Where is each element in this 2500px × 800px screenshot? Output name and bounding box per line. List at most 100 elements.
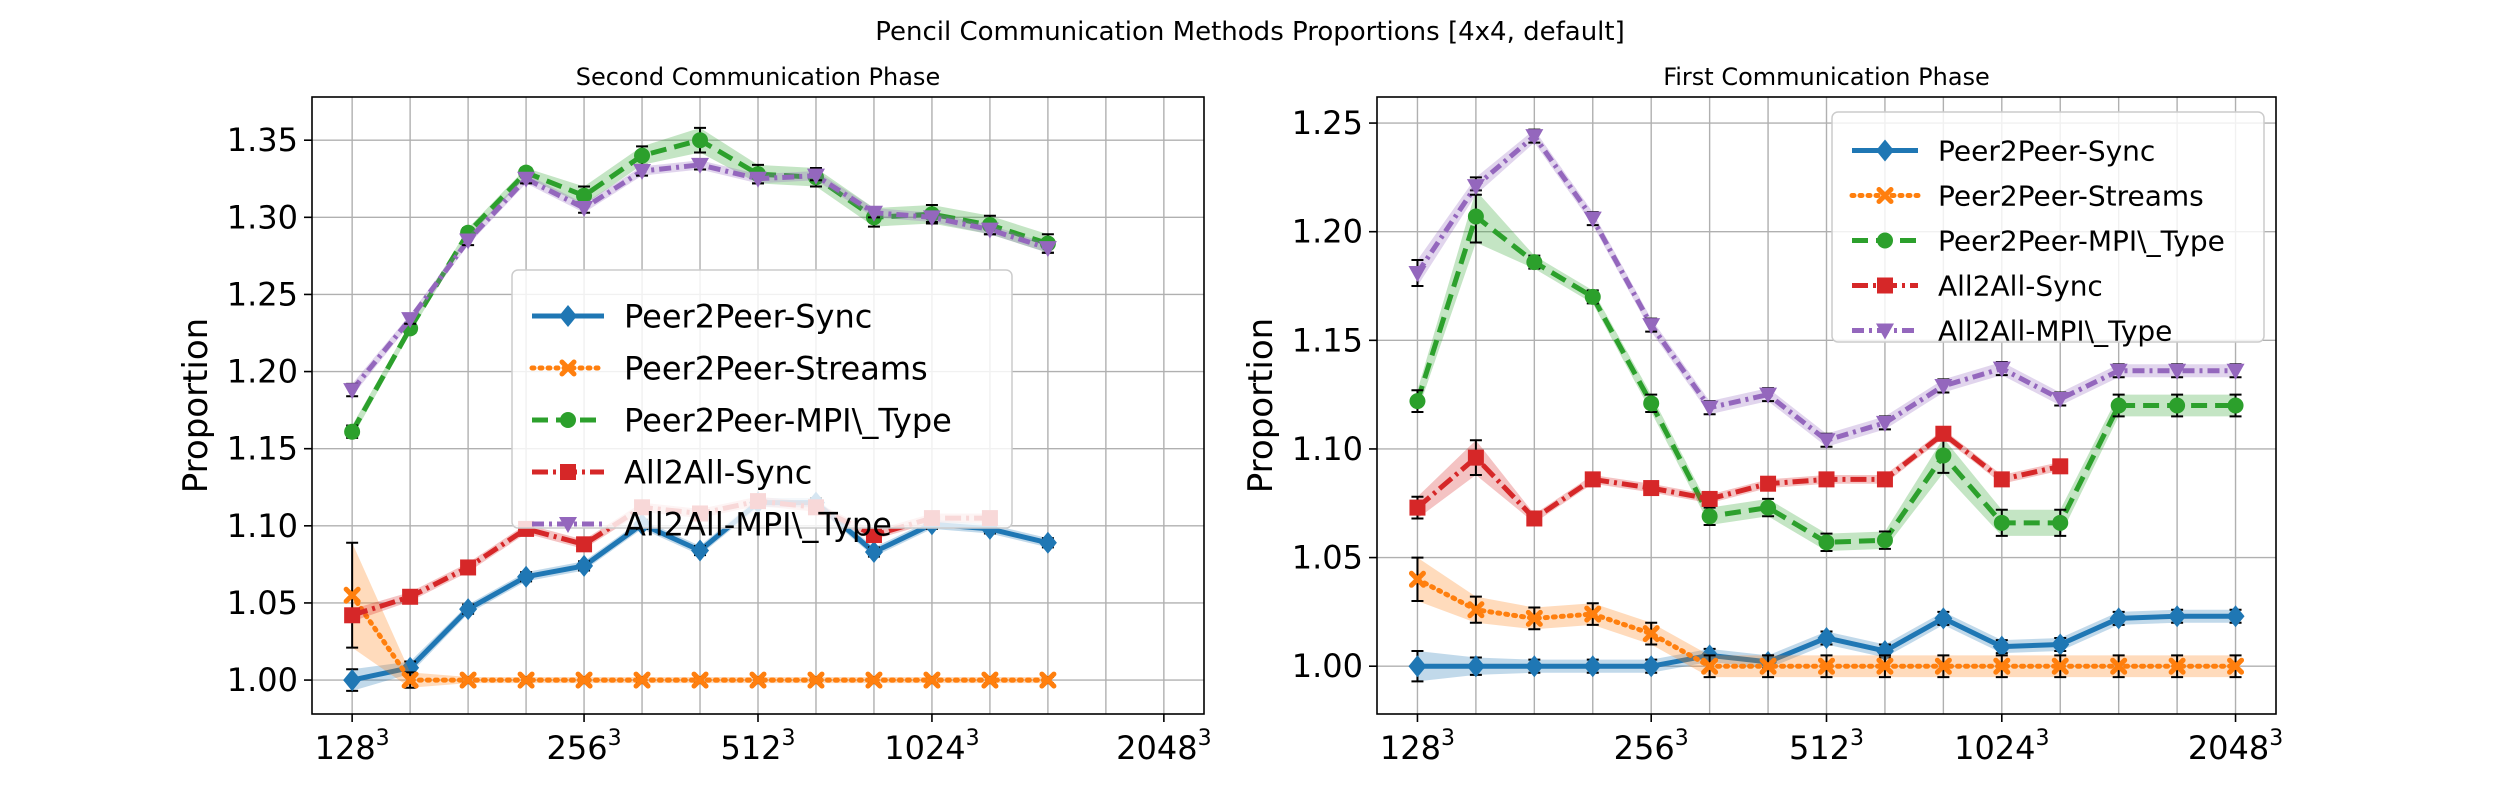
series-line — [1415, 431, 2061, 521]
data-point — [1409, 393, 1426, 410]
data-point — [1642, 655, 1661, 678]
data-point — [1643, 395, 1660, 412]
x-tick-base: 1024 — [884, 729, 965, 767]
legend-box — [511, 269, 1013, 529]
data-point — [1526, 254, 1543, 271]
x-tick-base: 256 — [1614, 729, 1675, 767]
data-point — [980, 222, 999, 239]
data-point — [1642, 625, 1660, 643]
data-point — [1467, 449, 1484, 466]
data-point — [2169, 397, 2186, 414]
data-point — [2110, 657, 2128, 675]
data-point — [1701, 657, 1719, 675]
y-tick-label: 1.25 — [227, 275, 298, 313]
data-point — [401, 671, 419, 689]
y-axis-label: Proportion — [176, 318, 216, 493]
data-point — [1993, 514, 2010, 531]
x-tick-superscript: 3 — [1441, 726, 1455, 751]
panel-title: Second Communication Phase — [576, 63, 940, 91]
data-point — [1525, 129, 1544, 146]
data-point — [1583, 211, 1602, 228]
data-point — [343, 586, 361, 604]
data-point — [1875, 415, 1894, 432]
x-tick-label: 2563 — [1614, 726, 1689, 767]
data-point — [749, 171, 767, 188]
data-point — [1466, 179, 1485, 196]
x-tick-superscript: 3 — [1198, 726, 1212, 751]
legend-label: All2All-MPI\_Type — [624, 506, 892, 544]
data-point — [1038, 531, 1057, 554]
x-tick-label: 5123 — [1789, 726, 1864, 767]
legend: Peer2Peer-Sync Peer2Peer-Streams Peer2Peer… — [1831, 111, 2265, 348]
data-point — [576, 536, 593, 553]
data-point — [2051, 657, 2069, 675]
legend-label: Peer2Peer-Streams — [624, 350, 928, 388]
x-tick-superscript: 3 — [2036, 726, 2050, 751]
panel-first-phase: First Communication Phase 1.00 1.05 1.10 1.1… — [1241, 63, 2283, 767]
confidence-band — [1417, 129, 2236, 447]
data-point — [1643, 480, 1660, 497]
data-point — [517, 565, 536, 588]
data-point — [575, 671, 593, 689]
data-point — [2051, 633, 2070, 656]
legend-label: Peer2Peer-MPI\_Type — [624, 402, 952, 440]
y-tick-label: 1.15 — [227, 430, 298, 468]
legend-swatch-marker — [560, 412, 576, 428]
data-point — [344, 423, 361, 440]
data-point — [981, 671, 999, 689]
data-point — [1467, 601, 1485, 619]
x-tick-superscript: 3 — [966, 726, 980, 751]
data-point — [1039, 671, 1057, 689]
series-all2all-mpi-type — [343, 157, 1057, 400]
data-point — [1818, 471, 1835, 488]
data-point — [459, 598, 478, 621]
x-tick-base: 128 — [315, 729, 376, 767]
x-tick-label: 10243 — [1954, 726, 2049, 767]
data-point — [923, 671, 941, 689]
data-point — [1584, 471, 1601, 488]
x-tick-label: 2563 — [547, 726, 622, 767]
legend-swatch-marker — [1876, 323, 1894, 340]
y-tick-label: 1.30 — [227, 198, 298, 236]
data-point — [1876, 471, 1893, 488]
data-point — [575, 554, 594, 577]
data-point — [864, 541, 883, 564]
data-point — [922, 210, 941, 227]
data-point — [460, 559, 477, 576]
data-point — [1642, 318, 1661, 335]
x-tick-base: 2048 — [1116, 729, 1197, 767]
data-point — [1818, 657, 1835, 675]
legend-label: All2All-MPI\_Type — [1938, 315, 2172, 348]
y-tick-label: 1.10 — [1292, 430, 1363, 468]
y-tick-label: 1.20 — [1292, 213, 1363, 251]
y-tick-label: 1.05 — [227, 584, 298, 622]
data-point — [864, 205, 883, 222]
data-point — [2168, 657, 2186, 675]
series-peer2peer-sync — [1408, 605, 2245, 683]
data-point — [1700, 400, 1719, 417]
data-point — [1584, 605, 1602, 623]
data-point — [401, 312, 420, 329]
x-tick-label: 5123 — [720, 726, 795, 767]
y-tick-label: 1.15 — [1292, 321, 1363, 359]
data-point — [1584, 288, 1601, 305]
data-point — [1875, 639, 1894, 662]
x-tick-label: 1283 — [315, 726, 390, 767]
data-point — [806, 168, 825, 185]
y-tick-label: 1.05 — [1292, 539, 1363, 577]
data-point — [1760, 475, 1777, 492]
data-point — [1935, 447, 1952, 464]
panel-second-phase: Second Communication Phase 1.00 1.05 1.10 1.… — [176, 63, 1212, 767]
data-point — [2226, 363, 2245, 380]
data-point — [1935, 425, 1952, 442]
x-tick-base: 128 — [1380, 729, 1441, 767]
data-point — [1818, 534, 1835, 551]
legend-label: Peer2Peer-MPI\_Type — [1938, 225, 2225, 258]
legend-box — [1831, 111, 2265, 343]
data-point — [1993, 471, 2010, 488]
data-point — [691, 157, 710, 174]
data-point — [1934, 657, 1952, 675]
x-tick-superscript: 3 — [782, 726, 796, 751]
data-point — [517, 671, 535, 689]
